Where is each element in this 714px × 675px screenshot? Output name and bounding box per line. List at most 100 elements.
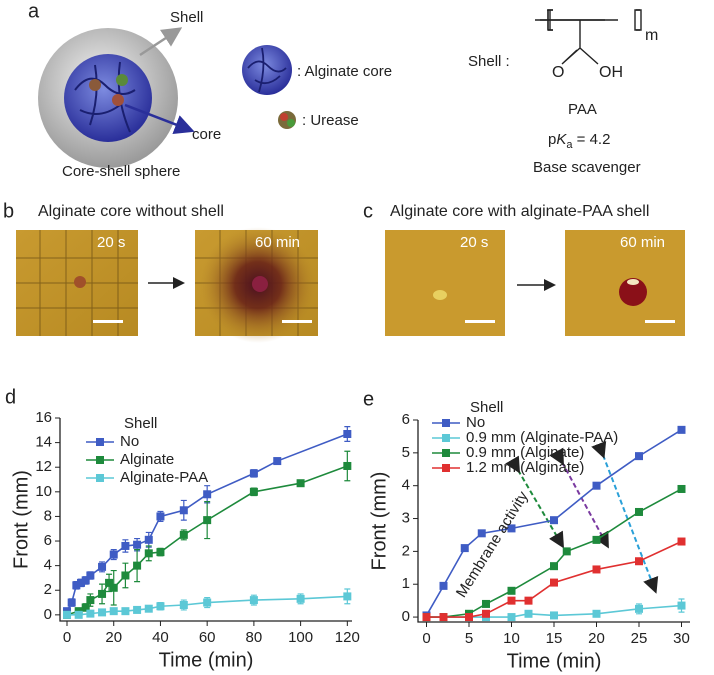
- x-tick-label: 5: [465, 630, 473, 647]
- marker: [273, 457, 282, 466]
- x-tick-label: 80: [246, 629, 263, 646]
- arrow: [124, 103, 195, 134]
- x-axis-label: Time (min): [507, 650, 602, 672]
- text: core: [192, 126, 221, 143]
- marker: [677, 425, 686, 434]
- panel-label: e: [363, 388, 374, 410]
- y-tick-label: 6: [44, 532, 52, 549]
- text: pKa = 4.2: [548, 131, 610, 151]
- core-mesh: [247, 47, 287, 93]
- panel-title: Alginate core without shell: [38, 203, 224, 220]
- marker: [592, 565, 601, 574]
- marker: [635, 452, 643, 461]
- marker: [133, 605, 142, 614]
- x-axis-label: Time (min): [159, 649, 254, 671]
- y-tick-label: 1: [402, 575, 410, 592]
- marker: [86, 571, 95, 580]
- marker: [592, 535, 601, 544]
- legend-marker: [442, 434, 450, 442]
- panel-label: d: [5, 386, 16, 408]
- time-label: 20 s: [97, 234, 125, 251]
- marker: [460, 544, 469, 553]
- y-tick-label: 10: [35, 483, 52, 500]
- urease-icon: [287, 119, 295, 127]
- marker: [677, 537, 686, 546]
- photo: [385, 230, 505, 336]
- marker: [67, 598, 76, 607]
- text: : Alginate core: [297, 63, 392, 80]
- y-tick-label: 12: [35, 458, 52, 475]
- x-tick-label: 25: [631, 630, 648, 647]
- marker: [109, 607, 118, 616]
- marker: [144, 549, 153, 558]
- x-tick-label: 0: [63, 629, 71, 646]
- marker: [121, 571, 130, 580]
- legend-label: No: [120, 433, 139, 450]
- y-tick-label: 0: [402, 608, 410, 625]
- urease: [89, 79, 101, 91]
- x-tick-label: 30: [673, 630, 690, 647]
- series-line: [426, 488, 682, 618]
- time-label: 60 min: [620, 234, 665, 251]
- text: p: [548, 131, 556, 148]
- y-tick-label: 4: [44, 557, 52, 574]
- marker: [133, 561, 142, 570]
- y-tick-label: 5: [402, 444, 410, 461]
- marker: [203, 598, 212, 607]
- legend-label: 0.9 mm (Alginate-PAA): [466, 429, 618, 446]
- text: a: [566, 139, 573, 151]
- marker: [296, 479, 305, 488]
- marker: [121, 541, 130, 550]
- text: m: [645, 27, 658, 44]
- text: : Urease: [302, 112, 359, 129]
- marker: [72, 581, 81, 590]
- legend-marker: [96, 474, 104, 482]
- marker: [121, 607, 130, 616]
- marker: [439, 581, 448, 590]
- core-sphere: [64, 54, 152, 142]
- text: Shell: [170, 9, 203, 26]
- marker: [86, 609, 95, 618]
- x-tick-label: 120: [335, 629, 360, 646]
- x-tick-label: 20: [588, 630, 605, 647]
- marker: [482, 609, 490, 618]
- marker: [635, 507, 643, 516]
- marker: [550, 578, 558, 587]
- structure: [540, 9, 642, 65]
- legend-marker: [442, 449, 450, 457]
- legend-label: 1.2 mm (Alginate): [466, 459, 584, 476]
- marker: [179, 530, 188, 539]
- marker: [156, 602, 165, 611]
- legend-label: 0.9 mm (Alginate): [466, 444, 584, 461]
- legend-title: Shell: [470, 399, 503, 416]
- legend-marker: [96, 438, 104, 446]
- marker: [109, 550, 118, 559]
- marker: [249, 487, 258, 496]
- x-tick-label: 100: [288, 629, 313, 646]
- marker: [562, 547, 571, 556]
- marker: [677, 601, 686, 610]
- x-tick-label: 40: [152, 629, 169, 646]
- marker: [677, 484, 686, 493]
- text: Core-shell sphere: [62, 163, 180, 180]
- marker: [507, 596, 516, 605]
- marker: [109, 583, 118, 592]
- x-tick-label: 20: [105, 629, 122, 646]
- marker: [422, 613, 431, 622]
- y-tick-label: 8: [44, 507, 52, 524]
- marker: [86, 596, 95, 605]
- marker: [550, 562, 558, 571]
- panel-label: b: [3, 200, 14, 222]
- marker: [249, 469, 258, 478]
- text: O: [552, 64, 564, 81]
- text: PAA: [568, 101, 597, 118]
- marker: [524, 609, 533, 618]
- panel-label: c: [363, 200, 373, 222]
- marker: [74, 610, 83, 619]
- marker: [77, 578, 86, 587]
- legend-label: No: [466, 414, 485, 431]
- marker: [133, 540, 142, 549]
- marker: [343, 461, 352, 470]
- marker: [507, 586, 516, 595]
- marker: [343, 429, 352, 438]
